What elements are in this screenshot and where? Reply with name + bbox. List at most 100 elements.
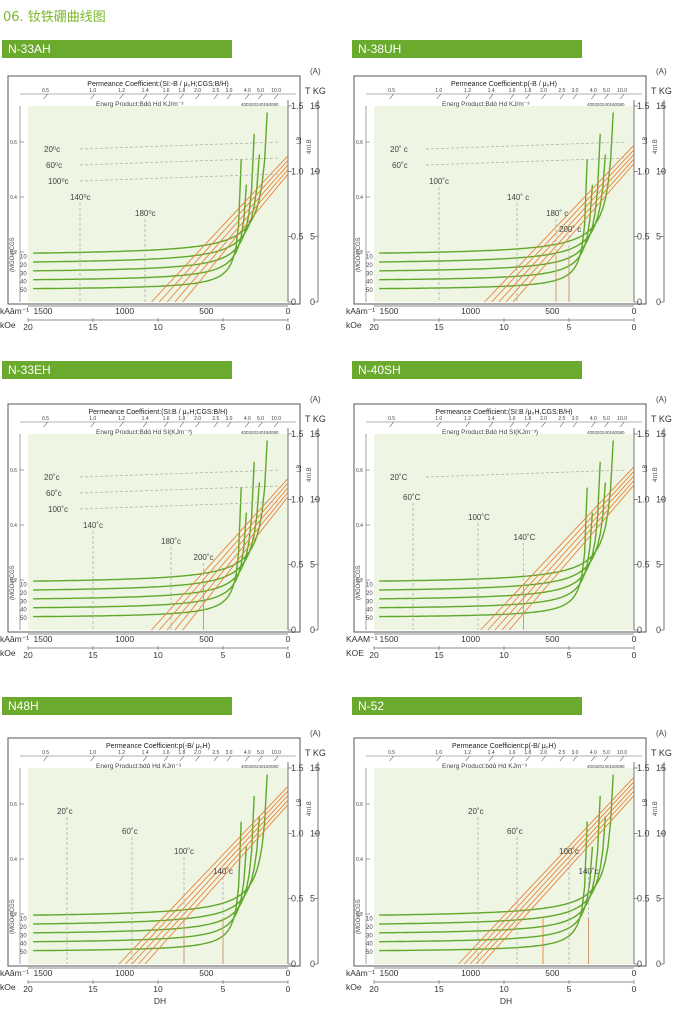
koe-tick-label: 20 xyxy=(369,984,379,994)
kg-tick-label: 5 xyxy=(656,560,661,570)
permeance-tick-label: 1.6 xyxy=(163,416,170,422)
ka-tick-label: 500 xyxy=(545,968,559,978)
permeance-tick xyxy=(213,755,219,762)
koe-tick-label: 0 xyxy=(632,650,637,660)
ka-tick-label: 0 xyxy=(632,968,637,978)
permeance-tick-label: 0.5 xyxy=(42,750,49,756)
b-axis-alt-label: 4πI.B xyxy=(307,801,313,816)
energy-curve xyxy=(33,487,242,618)
tesla-tick-label: 0 xyxy=(291,959,296,969)
permeance-tick-label: 0.5 xyxy=(388,416,395,422)
temperature-label: 140˚c xyxy=(213,867,233,876)
ka-tick-label: 500 xyxy=(199,634,213,644)
ka-tick-label: 0 xyxy=(286,306,291,316)
temperature-label: 20˚c xyxy=(44,473,60,482)
koe-tick-label: 20 xyxy=(23,984,33,994)
permeance-tick-label: 1.4 xyxy=(488,416,495,422)
left-tick-label: 0.4 xyxy=(356,195,363,201)
b-axis-alt-label: 4πI.B xyxy=(653,801,659,816)
permeance-tick-label: 1.0 xyxy=(435,750,442,756)
permeance-label: Permeance Coefficient:p(-B/ μ₀H) xyxy=(452,743,556,750)
koe-tick-label: 10 xyxy=(153,322,163,332)
permeance-tick-label: 1.8 xyxy=(178,416,185,422)
ka-tick-label: 1000 xyxy=(115,634,134,644)
koe-tick-label: 15 xyxy=(88,650,98,660)
demag-line xyxy=(144,804,289,965)
demag-line xyxy=(512,163,635,303)
demag-line xyxy=(505,158,635,303)
b-axis-units: T KG xyxy=(305,86,326,96)
permeance-tick-label: 0.5 xyxy=(388,88,395,94)
permeance-tick xyxy=(389,755,394,762)
y-axis-title: (MGOe)CGS xyxy=(10,237,16,272)
ka-tick-label: 1500 xyxy=(379,634,398,644)
energy-label: Energ Product:Bdά Hd SI(KJm⁻³) xyxy=(96,428,192,436)
permeance-tick xyxy=(163,93,169,100)
energy-curve-label: 20 xyxy=(366,925,373,931)
kg-tick-label: 5 xyxy=(656,894,661,904)
left-tick-label: 0.4 xyxy=(10,523,17,529)
permeance-tick xyxy=(195,93,200,100)
demag-line xyxy=(487,470,635,631)
permeance-tick xyxy=(559,93,565,100)
permeance-tick xyxy=(509,421,515,428)
energy-curve-label: 40 xyxy=(366,942,373,948)
left-tick-label: 0.4 xyxy=(356,523,363,529)
permeance-tick-label: 2.5 xyxy=(558,750,565,756)
chart-title-n33eh: N-33EH xyxy=(2,361,232,379)
permeance-tick xyxy=(226,755,232,762)
demag-line xyxy=(484,144,635,303)
kg-tick-label: 10 xyxy=(310,494,320,504)
energy-curve-label: 30 xyxy=(366,271,373,277)
energy-curve-label: 50 xyxy=(366,288,373,294)
koe-tick-label: 15 xyxy=(434,650,444,660)
demag-line xyxy=(481,795,635,965)
temperature-label: 180˚ c xyxy=(546,209,568,218)
demag-line xyxy=(182,496,289,631)
chart-n40sh: (A) T KG Permeance Coefficient:(SI:B /μ₀H,… xyxy=(346,395,672,660)
permeance-tick-label: 2.0 xyxy=(540,750,547,756)
energy-curve xyxy=(379,461,601,600)
small-numbers: 400320240160080 xyxy=(241,430,279,435)
permeance-tick xyxy=(604,93,609,100)
tesla-tick-label: 0.5 xyxy=(637,560,650,570)
energy-curve-label: 40 xyxy=(20,608,27,614)
energy-label: Energ Product:Bdά Hd SI(KJm⁻³) xyxy=(442,428,538,436)
permeance-label: Permeance Coefficient:p(-B/ μ₀H) xyxy=(106,743,210,750)
permeance-tick xyxy=(572,93,578,100)
permeance-tick xyxy=(226,93,232,100)
permeance-label: Permeance Coefficient:(SI:B /μ₀H,CGS:B/H… xyxy=(435,409,572,416)
energy-curve xyxy=(379,821,588,952)
tesla-tick-label: 0.5 xyxy=(291,894,304,904)
energy-curve xyxy=(379,846,594,943)
kg-tick-label: 15 xyxy=(656,101,666,111)
chart-n48h: (A) T KG Permeance Coefficient:p(-B/ μ₀H) E… xyxy=(0,729,326,1006)
permeance-tick-label: 1.6 xyxy=(509,416,516,422)
permeance-tick xyxy=(119,421,124,428)
y-axis-title: (MGOe)CGS xyxy=(356,565,362,600)
permeance-tick-label: 10.0 xyxy=(271,88,281,94)
tesla-tick-label: 1.0 xyxy=(291,166,304,176)
demag-line xyxy=(469,785,635,965)
chart-title-n40sh: N-40SH xyxy=(352,361,582,379)
energy-curve-label: 30 xyxy=(20,599,27,605)
b-axis-units: T KG xyxy=(651,86,672,96)
permeance-tick xyxy=(541,755,546,762)
plot-area xyxy=(374,768,634,964)
chart-n33ah: (A) T KG Permeance Coefficient:(SI:-B / μ₀… xyxy=(0,67,326,332)
energy-curve xyxy=(379,154,607,263)
tesla-tick-label: 0 xyxy=(291,625,296,635)
permeance-tick-label: 3.0 xyxy=(572,88,579,94)
permeance-tick xyxy=(488,421,494,428)
permeance-tick-label: 1.4 xyxy=(142,750,149,756)
energy-curve-label: 50 xyxy=(20,950,27,956)
permeance-tick-label: 2.0 xyxy=(540,88,547,94)
temperature-label: 20⁰c xyxy=(44,145,60,154)
demag-line xyxy=(491,149,635,303)
chart-title-n38uh: N-38UH xyxy=(352,40,582,58)
energy-curve xyxy=(379,774,614,916)
permeance-tick xyxy=(90,93,95,100)
plot-area xyxy=(28,106,288,302)
permeance-tick xyxy=(258,421,263,428)
koe-tick-label: 10 xyxy=(499,650,509,660)
